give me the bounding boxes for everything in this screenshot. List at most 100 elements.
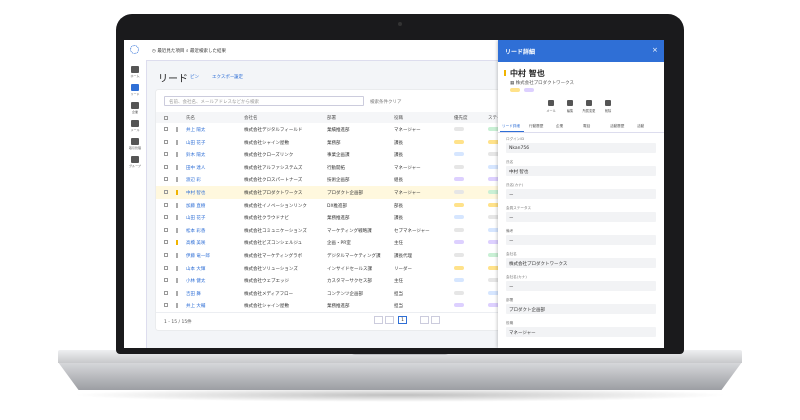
tab[interactable]: 行動履歴 (529, 124, 544, 128)
lead-name[interactable]: 田中 達人 (186, 165, 206, 171)
detail-panel: リード詳細 × 中村 智也 ▦ 株式会社プロダクトワークス メール 編集 所属変更 削… (498, 40, 664, 348)
table-row[interactable]: 山本 大輝 株式会社ソリューションズ インサイドセールス課 リーダー (156, 261, 500, 276)
department: 行動開拓 (327, 165, 345, 171)
page-action[interactable]: 設定 (234, 75, 243, 80)
table-row[interactable]: 高橋 美咲 株式会社ビズコンシェルジュ 企画・PR室 主任 (156, 236, 500, 250)
page-button[interactable] (420, 316, 429, 324)
lead-name[interactable]: 加藤 直樹 (186, 203, 206, 209)
field-value-box: Nkan756 (506, 143, 656, 153)
lead-name[interactable]: 松本 彩香 (186, 228, 206, 234)
checkbox[interactable] (164, 265, 168, 270)
table-row[interactable]: 鈴木 陽太 株式会社クローズリンク 事業企画課 課長 (156, 148, 500, 162)
checkbox[interactable] (164, 116, 168, 120)
department: 業績推進部 (327, 128, 350, 133)
checkbox[interactable] (164, 127, 168, 131)
action-icon[interactable] (567, 100, 573, 106)
column-header[interactable]: 役職 (394, 116, 403, 121)
nav-label: ホーム (130, 74, 140, 78)
table-row[interactable]: 中村 智也 株式会社プロダクトワークス プロダクト企画部 マネージャー (156, 186, 500, 200)
column-header[interactable]: 部署 (327, 116, 336, 121)
lead-name[interactable]: 小林 健太 (186, 279, 206, 285)
lead-name[interactable]: 吉田 舞 (186, 291, 201, 297)
clear-button[interactable]: 検索条件クリア (370, 100, 402, 105)
department: 業務推進部 (327, 304, 350, 310)
page-current[interactable]: 1 (398, 316, 407, 324)
page-button[interactable] (385, 316, 394, 324)
checkbox[interactable] (164, 240, 168, 245)
action-icon[interactable] (586, 100, 592, 106)
lead-name[interactable]: 伊藤 竜一郎 (186, 254, 210, 259)
department: 事業企画課 (327, 153, 350, 159)
close-button[interactable]: × (652, 46, 658, 54)
checkbox[interactable] (164, 164, 168, 169)
checkbox[interactable] (164, 177, 168, 182)
nav-label: グループ (129, 164, 141, 168)
checkbox[interactable] (164, 215, 168, 220)
lead-name[interactable]: 高橋 美咲 (186, 241, 206, 247)
table-row[interactable]: 井上 大輔 株式会社シャイン屋敷 業務推進部 担当 (156, 299, 500, 313)
table-row[interactable]: 田中 達人 株式会社アルファシステムズ 行動開拓 マネージャー (156, 160, 500, 175)
checkbox[interactable] (164, 152, 168, 157)
table-row[interactable]: 井上 陽太 株式会社デジタルフィールド 業績推進部 マネージャー (156, 123, 500, 137)
nav-icon[interactable] (131, 102, 139, 109)
company: 株式会社ビズコンシェルジュ (244, 241, 303, 247)
table-row[interactable]: 伊藤 竜一郎 株式会社マーケティングラボ デジタルマーケティング課 課長代理 (156, 249, 500, 263)
lead-name[interactable]: 井上 陽太 (186, 128, 206, 133)
status-pill (488, 127, 500, 131)
table-row[interactable]: 山田 花子 株式会社クラウドナビ 業務推進部 課長 (156, 211, 500, 225)
nav-label: リード (130, 92, 140, 96)
recent-link[interactable]: ◷ 最近見た項目 (152, 49, 185, 54)
column-header[interactable]: 会社名 (244, 116, 258, 121)
job-title: リーダー (394, 266, 412, 272)
checkbox[interactable] (164, 139, 168, 144)
department: 業務部 (327, 140, 341, 146)
page-button[interactable] (374, 316, 383, 324)
column-header[interactable]: 氏名 (186, 116, 195, 121)
checkbox[interactable] (164, 303, 168, 308)
nav-icon[interactable] (131, 66, 139, 73)
page-action[interactable]: エクスポート (212, 75, 239, 80)
lead-name[interactable]: 山本 大輝 (186, 266, 206, 272)
action-icon[interactable] (605, 100, 611, 106)
checkbox[interactable] (164, 253, 168, 257)
table-row[interactable]: 松本 彩香 株式会社コミュニケーションズ マーケティング戦略課 セブマネージャー (156, 223, 500, 238)
search-link[interactable]: ⌕ 最近検索した結果 (186, 49, 226, 54)
priority-pill (454, 240, 464, 245)
shadow (70, 388, 730, 402)
table-row[interactable]: 渡辺 彩 株式会社クロスパートナーズ 技術企画部 組長 (156, 173, 500, 187)
checkbox[interactable] (164, 290, 168, 295)
search-box[interactable]: 名前、会社名、メールアドレスなどから検索 (164, 96, 364, 106)
lead-name[interactable]: 山田 花子 (186, 140, 206, 146)
field-value-box: ー (506, 189, 656, 199)
checkbox[interactable] (164, 202, 168, 207)
lead-name[interactable]: 山田 花子 (186, 216, 206, 222)
checkbox[interactable] (164, 278, 168, 283)
tab[interactable]: 活動 (637, 124, 645, 128)
tab[interactable]: 電話 (583, 124, 591, 128)
lead-name[interactable]: 中村 智也 (186, 191, 206, 196)
department: 業務推進部 (327, 216, 350, 222)
table-row[interactable]: 小林 健太 株式会社ウェブエッジ カスタマーサクセス部 主任 (156, 274, 500, 288)
tab[interactable]: 活動履歴 (610, 124, 625, 128)
lead-name[interactable]: 渡辺 彩 (186, 178, 201, 184)
tab[interactable]: 企業 (556, 124, 564, 128)
checkbox[interactable] (164, 227, 168, 232)
page-action[interactable]: ピン (190, 75, 199, 80)
lead-name[interactable]: 鈴木 陽太 (186, 153, 206, 159)
table-row[interactable]: 加藤 直樹 株式会社イノベーションリンク DX推進部 部長 (156, 198, 500, 213)
checkbox[interactable] (164, 190, 168, 194)
nav-icon[interactable] (131, 120, 139, 127)
table-row[interactable]: 山田 花子 株式会社シャイン屋敷 業務部 課長 (156, 135, 500, 150)
action-icon[interactable] (548, 100, 554, 106)
priority-pill (454, 278, 464, 283)
company: 株式会社クラウドナビ (244, 216, 289, 222)
nav-icon[interactable] (131, 138, 139, 145)
table-row[interactable]: 吉田 舞 株式会社メディアフロー コンテンツ企画部 担当 (156, 286, 500, 301)
pin-icon (176, 278, 178, 284)
page-button[interactable] (431, 316, 440, 324)
nav-icon[interactable] (131, 84, 139, 91)
column-header[interactable]: 優先度 (454, 116, 468, 121)
tab[interactable]: リード詳細 (502, 124, 520, 128)
nav-icon[interactable] (131, 156, 139, 163)
lead-name[interactable]: 井上 大輔 (186, 304, 206, 310)
